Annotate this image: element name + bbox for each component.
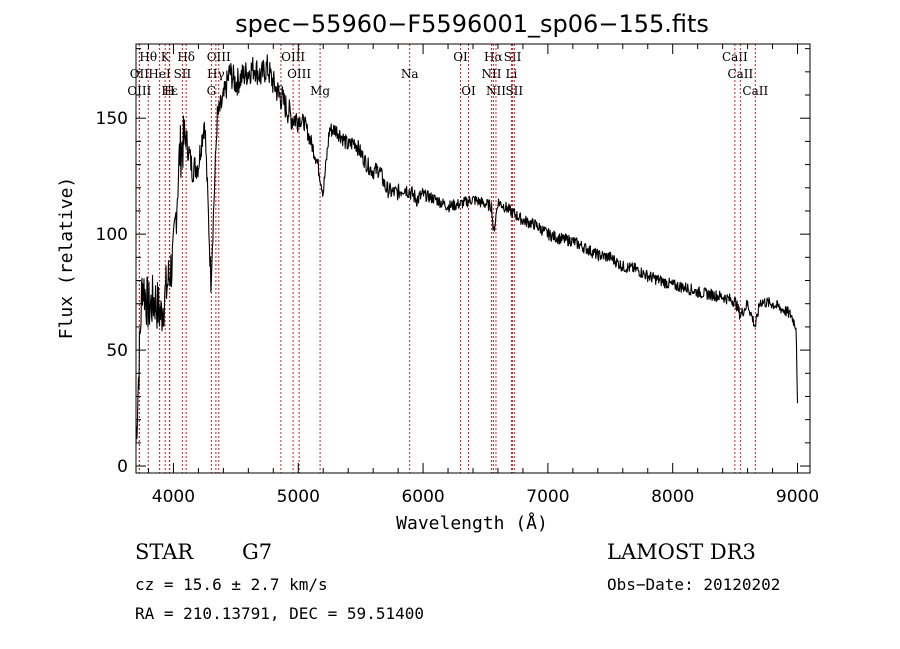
spectral-line-label-21: G — [207, 84, 217, 98]
y-tick-label-100: 100 — [96, 225, 128, 245]
spectral-line-label-16: Li — [506, 67, 518, 81]
y-tick-label-150: 150 — [96, 109, 128, 129]
spectral-line-label-25: NII — [486, 84, 506, 98]
spectral-line-label-2: Hδ — [177, 50, 195, 64]
spectral-line-label-3: OIII — [207, 50, 231, 64]
x-tick-label-6000: 6000 — [401, 487, 444, 507]
survey-name: LAMOST DR3 — [607, 540, 756, 564]
spectral-line-label-6: Hα — [484, 50, 503, 64]
object-class: STAR — [135, 540, 194, 564]
x-axis-ticks: 4000 5000 6000 7000 8000 9000 — [147, 44, 819, 507]
y-tick-label-50: 50 — [106, 341, 128, 361]
spectral-line-label-4: OIII — [281, 50, 305, 64]
redshift-cz: cz = 15.6 ± 2.7 km/s — [135, 575, 328, 594]
subclass: G7 — [242, 540, 273, 564]
spectral-line-label-19: Hε — [161, 84, 178, 98]
flux-series — [135, 54, 799, 444]
observation-date: Obs−Date: 20120202 — [607, 575, 781, 594]
spectral-line-label-11: SII — [174, 67, 192, 81]
x-tick-label-7000: 7000 — [526, 487, 569, 507]
x-tick-label-4000: 4000 — [152, 487, 195, 507]
ra-dec: RA = 210.13791, DEC = 59.51400 — [135, 604, 424, 623]
spectral-line-label-1: K — [161, 50, 171, 64]
x-tick-label-5000: 5000 — [277, 487, 320, 507]
spectral-line-label-27: CaII — [742, 84, 768, 98]
spectral-line-label-7: SII — [504, 50, 522, 64]
spectral-line-label-14: Na — [401, 67, 419, 81]
spectral-line-label-23: Mg — [310, 84, 330, 98]
spectral-line-label-13: OIII — [287, 67, 311, 81]
y-axis-label: Flux (relative) — [56, 177, 77, 340]
flux-line — [135, 54, 799, 444]
spectral-line-label-10: HeI — [148, 67, 171, 81]
plot-frame — [135, 43, 811, 474]
spectral-line-label-5: OI — [453, 50, 468, 64]
x-tick-label-9000: 9000 — [776, 487, 819, 507]
spectral-line-label-8: CaII — [722, 50, 748, 64]
spectral-line-label-20: H — [164, 84, 174, 98]
y-axis-ticks: 0 50 100 150 — [96, 48, 810, 477]
spectral-line-label-22: β — [277, 84, 284, 98]
spectral-line-label-26: SII — [505, 84, 523, 98]
spectral-line-label-0: Hθ — [139, 50, 157, 64]
x-tick-label-8000: 8000 — [651, 487, 694, 507]
spectral-line-label-24: OI — [461, 84, 476, 98]
spectral-line-label-18: OIII — [127, 84, 151, 98]
x-axis-label: Wavelength (Å) — [396, 512, 548, 534]
y-tick-label-0: 0 — [117, 457, 128, 477]
spectral-line-label-17: CaII — [727, 67, 753, 81]
chart-title: spec−55960−F5596001_sp06−155.fits — [235, 10, 709, 38]
spectral-line-label-12: Hγ — [207, 67, 225, 81]
spectral-line-label-15: NII — [481, 67, 501, 81]
